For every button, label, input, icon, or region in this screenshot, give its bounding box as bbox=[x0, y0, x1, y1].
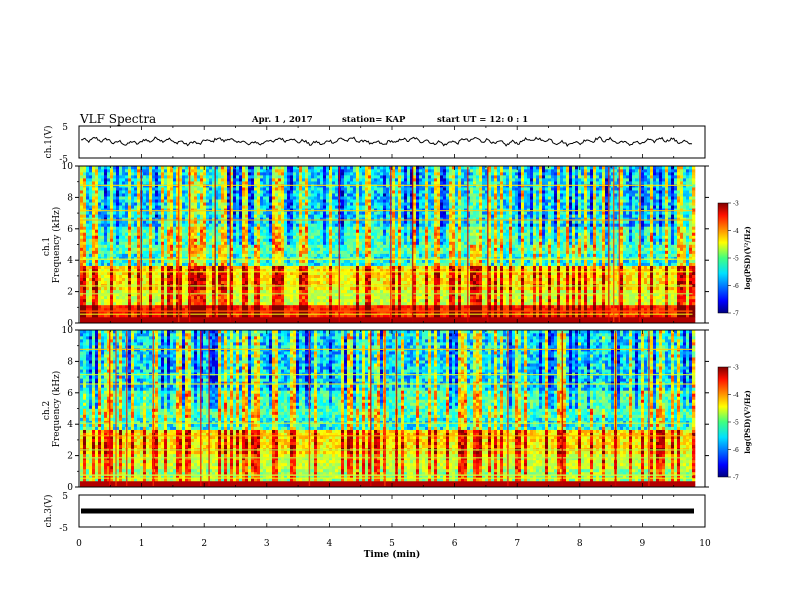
ch3-waveform-panel: 5 -5 ch.3(V) bbox=[43, 492, 706, 534]
xtick-label: 8 bbox=[577, 539, 583, 549]
x-axis-ticks bbox=[78, 126, 706, 527]
ch2-spectrogram-ylabel: ch.2 Frequency (kHz) bbox=[42, 371, 62, 448]
colorbar-tick-label: -5 bbox=[733, 420, 739, 427]
ytick-label: 2 bbox=[67, 288, 73, 298]
ch1-spectrogram-yticks: 0 2 4 6 8 10 bbox=[62, 162, 709, 329]
xtick-label: 10 bbox=[699, 539, 711, 549]
ytick-label: 6 bbox=[67, 225, 73, 235]
xtick-label: 1 bbox=[139, 539, 145, 549]
ch1-colorbar-ticks: -3 -4 -5 -6 -7 bbox=[728, 201, 739, 318]
colorbar-tick-label: -3 bbox=[733, 365, 739, 372]
ch3-waveform-ylabel: ch.3(V) bbox=[43, 495, 54, 528]
x-axis-label: Time (min) bbox=[364, 549, 421, 560]
date-label: Apr. 1 , 2017 bbox=[252, 115, 313, 125]
colorbar-tick-label: -3 bbox=[733, 201, 739, 208]
ch1-spectrogram-panel: 0 2 4 6 8 10 ch.1 Frequency (kHz) bbox=[42, 162, 709, 329]
xtick-label: 9 bbox=[640, 539, 646, 549]
ch1-spectrogram-image bbox=[80, 166, 696, 324]
ch2-ylabel-line1: ch.2 bbox=[42, 401, 52, 420]
figure-title: VLF Spectra bbox=[80, 112, 156, 126]
start-time-label: start UT = 12: 0 : 1 bbox=[437, 115, 528, 125]
ch1-ylabel-line2: Frequency (kHz) bbox=[51, 207, 62, 284]
ch1-colorbar-label: log(PSD)(V²/Hz) bbox=[743, 226, 752, 290]
colorbar-tick-label: -6 bbox=[733, 283, 739, 290]
colorbar-tick-label: -4 bbox=[733, 392, 739, 399]
ch1-waveform-frame bbox=[78, 125, 706, 159]
ytick-label: 10 bbox=[62, 326, 74, 336]
ch1-waveform-panel: 5 -5 ch.1(V) bbox=[43, 123, 706, 165]
xtick-label: 5 bbox=[389, 539, 395, 549]
x-axis-tick-labels: 0 1 2 3 4 5 6 7 8 9 10 bbox=[76, 539, 711, 549]
colorbar-tick-label: -7 bbox=[733, 311, 739, 318]
ytick-label: 8 bbox=[67, 357, 73, 367]
ch1-waveform-line bbox=[80, 136, 693, 147]
ch1-ytick-bottom: -5 bbox=[59, 155, 68, 165]
xtick-label: 4 bbox=[327, 539, 333, 549]
colorbar-tick-label: -4 bbox=[733, 228, 739, 235]
ch1-colorbar: -3 -4 -5 -6 -7 log(PSD)(V²/Hz) bbox=[717, 201, 752, 318]
colorbar-tick-label: -5 bbox=[733, 256, 739, 263]
ch1-ylabel-line1: ch.1 bbox=[42, 237, 52, 256]
ytick-label: 0 bbox=[67, 483, 73, 493]
ch2-ylabel-line2: Frequency (kHz) bbox=[51, 371, 62, 448]
ch3-ytick-top: 5 bbox=[62, 492, 68, 502]
ytick-label: 0 bbox=[67, 319, 73, 329]
ch2-spectrogram-panel: 0 2 4 6 8 10 ch.2 Frequency (kHz) bbox=[42, 326, 709, 493]
colorbar-tick-label: -6 bbox=[733, 447, 739, 454]
xtick-label: 3 bbox=[264, 539, 270, 549]
xtick-label: 7 bbox=[514, 539, 520, 549]
ch1-spectrogram-ylabel: ch.1 Frequency (kHz) bbox=[42, 207, 62, 284]
ytick-label: 4 bbox=[67, 256, 73, 266]
ch2-spectrogram-image bbox=[80, 330, 696, 488]
station-label: station= KAP bbox=[342, 115, 405, 125]
ch2-colorbar-gradient bbox=[717, 366, 729, 478]
xtick-label: 2 bbox=[201, 539, 207, 549]
ytick-label: 2 bbox=[67, 452, 73, 462]
colorbar-tick-label: -7 bbox=[733, 475, 739, 482]
xtick-label: 0 bbox=[76, 539, 82, 549]
ch1-colorbar-gradient bbox=[717, 202, 729, 314]
ch3-ytick-bottom: -5 bbox=[59, 524, 68, 534]
ch2-colorbar-label: log(PSD)(V²/Hz) bbox=[743, 390, 752, 454]
xtick-label: 6 bbox=[452, 539, 458, 549]
ytick-label: 8 bbox=[67, 193, 73, 203]
ch2-spectrogram-yticks: 0 2 4 6 8 10 bbox=[62, 326, 709, 493]
ytick-label: 10 bbox=[62, 162, 74, 172]
ytick-label: 6 bbox=[67, 389, 73, 399]
ch1-ytick-top: 5 bbox=[62, 123, 68, 133]
ch2-colorbar-ticks: -3 -4 -5 -6 -7 bbox=[728, 365, 739, 482]
ch1-waveform-ylabel: ch.1(V) bbox=[43, 126, 54, 159]
ytick-label: 4 bbox=[67, 420, 73, 430]
ch2-colorbar: -3 -4 -5 -6 -7 log(PSD)(V²/Hz) bbox=[717, 365, 752, 482]
